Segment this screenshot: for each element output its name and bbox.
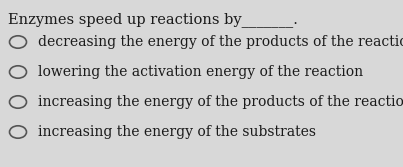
Text: increasing the energy of the substrates: increasing the energy of the substrates bbox=[38, 125, 316, 139]
Ellipse shape bbox=[10, 66, 27, 78]
Text: increasing the energy of the products of the reaction: increasing the energy of the products of… bbox=[38, 95, 403, 109]
Ellipse shape bbox=[10, 36, 27, 48]
Ellipse shape bbox=[10, 126, 27, 138]
Text: decreasing the energy of the products of the reaction: decreasing the energy of the products of… bbox=[38, 35, 403, 49]
Ellipse shape bbox=[10, 96, 27, 108]
Text: Enzymes speed up reactions by_______.: Enzymes speed up reactions by_______. bbox=[8, 12, 298, 27]
Text: lowering the activation energy of the reaction: lowering the activation energy of the re… bbox=[38, 65, 363, 79]
